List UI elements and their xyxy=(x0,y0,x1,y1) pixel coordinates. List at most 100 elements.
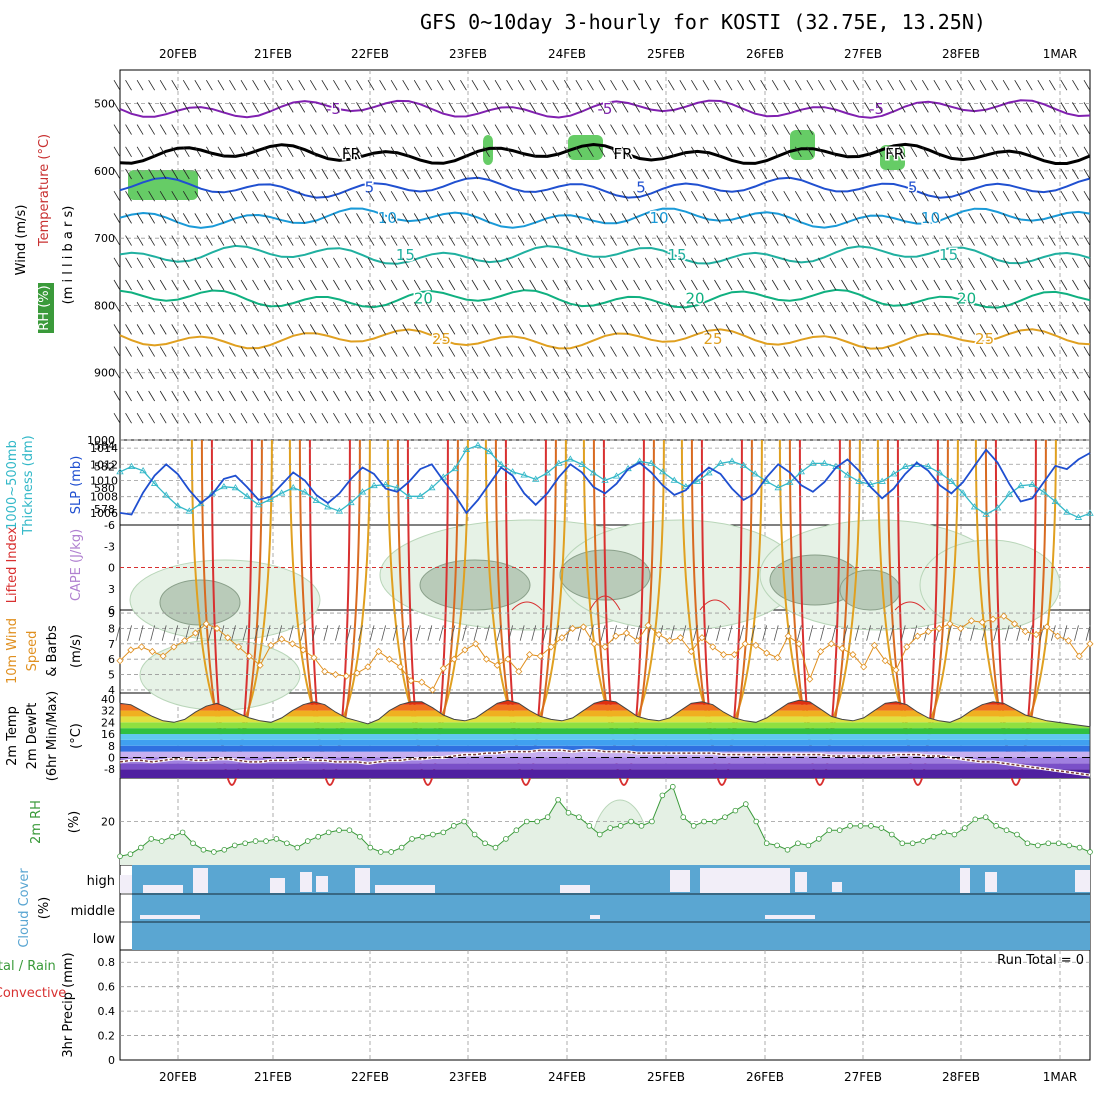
wind-barb xyxy=(991,190,998,202)
wind-barb xyxy=(981,625,987,641)
wind-barb xyxy=(806,235,814,246)
wind-barb xyxy=(506,301,513,313)
wind-barb xyxy=(240,235,248,246)
wind-barb xyxy=(379,257,386,268)
temp-tick: 24 xyxy=(101,716,115,729)
wind-barb xyxy=(148,146,155,157)
y-axis-label: 10m Wind xyxy=(5,618,20,684)
warm-lobe xyxy=(896,439,939,786)
isotherm-10 xyxy=(119,207,1091,229)
date-label-top: 1MAR xyxy=(1043,47,1078,61)
wind-barb xyxy=(125,346,132,357)
wind-speed-point xyxy=(536,652,544,660)
wind-barb xyxy=(494,346,502,357)
wind-barb xyxy=(229,412,236,424)
date-label-bottom: 22FEB xyxy=(351,1070,389,1084)
wind-barb xyxy=(159,124,167,135)
wind-barb xyxy=(552,279,560,291)
rh-point xyxy=(461,818,467,825)
wind-barb xyxy=(864,213,871,224)
wind-barb xyxy=(679,257,687,268)
wind-barb xyxy=(610,412,617,424)
wind-barb xyxy=(517,146,525,157)
wind-barb xyxy=(448,190,456,202)
cloud-gap xyxy=(832,882,842,892)
wind-barb xyxy=(1014,124,1022,135)
wind-barb xyxy=(702,412,710,424)
rh-point xyxy=(430,831,436,838)
wind-barb xyxy=(806,79,814,91)
wind-barb xyxy=(344,146,352,157)
wind-barb xyxy=(621,257,629,268)
wind-barb xyxy=(898,79,906,91)
wind-barb xyxy=(508,625,514,641)
wind-barb xyxy=(323,625,329,641)
wind-barb xyxy=(252,390,259,402)
wind-barb xyxy=(564,301,571,313)
wind-barb xyxy=(182,257,190,268)
isotherm-label: 5 xyxy=(908,179,918,197)
wind-barb xyxy=(356,146,363,157)
wind-barb xyxy=(552,124,560,135)
wind-barb xyxy=(217,124,225,135)
wind-barb xyxy=(413,190,421,202)
wind-barb xyxy=(771,102,779,113)
wind-barb xyxy=(333,146,340,157)
y-axis-label: Speed xyxy=(25,631,40,672)
wind-barb xyxy=(956,301,964,313)
wind-barb xyxy=(771,390,779,402)
wind-barb xyxy=(321,124,329,135)
wind-barb xyxy=(737,368,744,379)
wind-barb xyxy=(448,390,456,402)
wind-barb xyxy=(125,168,132,180)
wind-barb xyxy=(483,168,490,180)
precip-tick: 0 xyxy=(108,1054,115,1067)
wind-speed-point xyxy=(267,641,275,649)
wind-barb xyxy=(887,146,895,157)
wind-barb xyxy=(748,390,756,402)
cloud-gap xyxy=(560,885,590,893)
wind-barb xyxy=(483,102,490,113)
thickness-point xyxy=(947,477,956,484)
wind-barb xyxy=(1014,301,1022,313)
wind-barb xyxy=(887,79,895,91)
wind-barb xyxy=(841,301,848,313)
wind-barb xyxy=(413,213,421,224)
wind-barb xyxy=(229,124,236,135)
wind-speed-point xyxy=(622,629,631,637)
wind-speed-point xyxy=(601,643,609,651)
wind-barb xyxy=(113,301,121,313)
wind-barb xyxy=(933,346,941,357)
wind-barb xyxy=(1025,324,1033,335)
wind-barb xyxy=(367,124,375,135)
wind-speed-point xyxy=(903,643,911,651)
wind-barb xyxy=(564,390,571,402)
wind-barb xyxy=(529,257,537,268)
wind-barb xyxy=(875,390,883,402)
y-axis-label: (m i l l i b a r s) xyxy=(61,206,76,305)
wind-barb xyxy=(298,213,306,224)
wind-barb xyxy=(182,324,190,335)
wind-barb xyxy=(471,301,479,313)
wind-barb xyxy=(448,279,456,291)
wind-barb xyxy=(1014,279,1022,291)
wind-barb xyxy=(240,368,248,379)
wind-barb xyxy=(309,235,317,246)
wind-barb xyxy=(436,235,444,246)
wind-barb xyxy=(679,79,687,91)
wind-barb xyxy=(113,213,121,224)
y-axis-label: Temperature (°C) xyxy=(37,134,52,247)
precip-legend-total: Total / Rain xyxy=(0,959,56,974)
wind-barb xyxy=(760,412,768,424)
wind-barb xyxy=(159,346,167,357)
wind-barb xyxy=(691,102,698,113)
wind-barb xyxy=(979,412,987,424)
wind-barb xyxy=(425,412,433,424)
wind-barb xyxy=(381,625,386,641)
wind-barb xyxy=(275,390,283,402)
wind-barb xyxy=(413,412,421,424)
rh-point xyxy=(169,833,175,840)
wind-barb xyxy=(217,368,225,379)
wind-barb xyxy=(206,235,213,246)
wind-barb xyxy=(217,301,225,313)
